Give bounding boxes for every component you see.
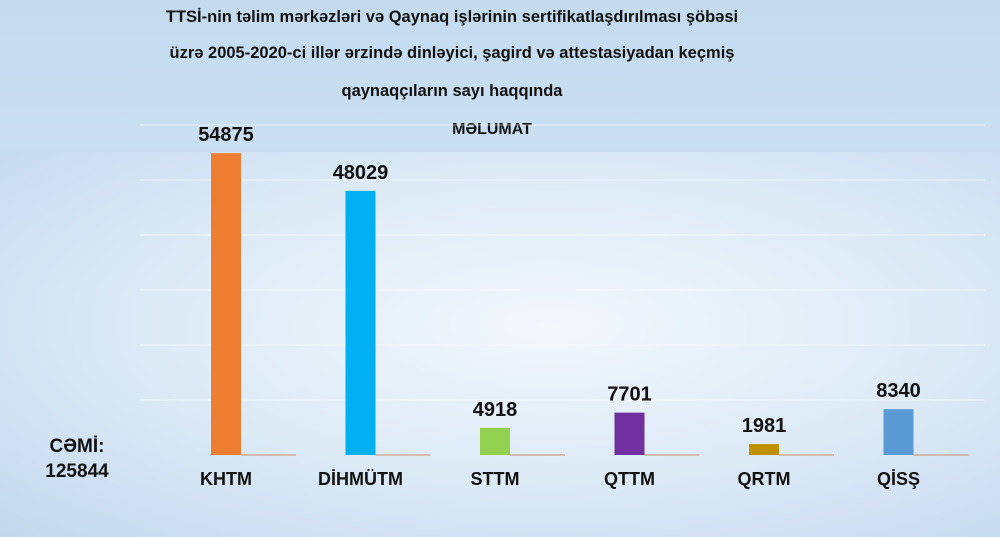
category-label: QRTM — [738, 469, 791, 489]
category-label: QTTM — [604, 469, 655, 489]
title-line-2: üzrə 2005-2020-ci illər ərzində dinləyic… — [169, 44, 735, 62]
bar — [211, 153, 241, 455]
data-label: 7701 — [607, 384, 652, 406]
total-value: 125844 — [45, 461, 109, 482]
title-line-3: qaynaqçıların sayı haqqında — [341, 82, 563, 100]
data-label: 8340 — [876, 380, 921, 402]
data-label: 4918 — [473, 399, 518, 421]
category-label: KHTM — [200, 469, 252, 489]
bar — [480, 427, 510, 455]
data-label: 48029 — [333, 162, 389, 184]
data-label: 54875 — [198, 124, 254, 146]
title-line-1: TTSİ-nin təlim mərkəzləri və Qaynaq işlə… — [165, 8, 739, 26]
total-label: CƏMİ: — [49, 436, 105, 457]
category-label: DİHMÜTM — [318, 469, 403, 489]
category-label: QİSŞ — [877, 469, 920, 489]
bar — [614, 412, 645, 455]
category-label: STTM — [471, 469, 520, 489]
bar — [345, 190, 376, 455]
bar — [883, 409, 914, 455]
bar — [749, 444, 779, 455]
data-label: 1981 — [742, 415, 787, 437]
